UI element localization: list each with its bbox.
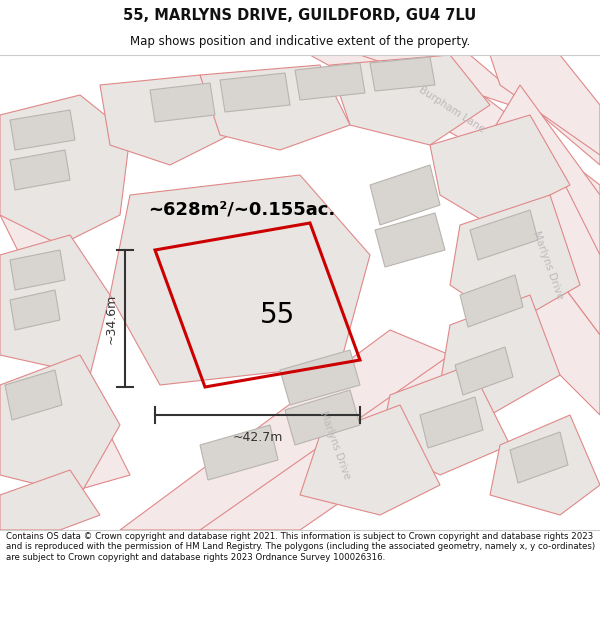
Polygon shape [200, 425, 278, 480]
Polygon shape [0, 235, 110, 375]
Polygon shape [300, 405, 440, 515]
Polygon shape [460, 275, 523, 327]
Polygon shape [120, 330, 450, 530]
Text: Marlyns Drive: Marlyns Drive [318, 409, 352, 481]
Polygon shape [430, 115, 570, 225]
Text: 55: 55 [260, 301, 295, 329]
Polygon shape [450, 195, 580, 325]
Polygon shape [455, 347, 513, 395]
Polygon shape [330, 55, 490, 145]
Polygon shape [380, 365, 510, 475]
Polygon shape [100, 75, 230, 165]
Polygon shape [10, 110, 75, 150]
Text: ~42.7m: ~42.7m [232, 431, 283, 444]
Text: Marlyns Drive: Marlyns Drive [531, 229, 565, 301]
Polygon shape [150, 83, 215, 122]
Polygon shape [0, 285, 90, 345]
Polygon shape [5, 370, 62, 420]
Text: ~34.6m: ~34.6m [104, 293, 118, 344]
Polygon shape [370, 165, 440, 225]
Polygon shape [110, 175, 370, 385]
Text: Burpham Lane: Burpham Lane [418, 85, 487, 135]
Polygon shape [0, 95, 130, 245]
Polygon shape [470, 210, 538, 260]
Polygon shape [10, 150, 70, 190]
Text: Map shows position and indicative extent of the property.: Map shows position and indicative extent… [130, 35, 470, 48]
Polygon shape [200, 355, 510, 530]
Polygon shape [0, 195, 80, 255]
Polygon shape [370, 57, 435, 91]
Text: ~628m²/~0.155ac.: ~628m²/~0.155ac. [148, 201, 335, 219]
Text: 55, MARLYNS DRIVE, GUILDFORD, GU4 7LU: 55, MARLYNS DRIVE, GUILDFORD, GU4 7LU [124, 8, 476, 23]
Polygon shape [285, 390, 360, 445]
Polygon shape [220, 73, 290, 112]
Polygon shape [310, 55, 600, 215]
Polygon shape [10, 250, 65, 290]
Polygon shape [295, 63, 365, 100]
Polygon shape [0, 355, 120, 495]
Polygon shape [280, 350, 360, 405]
Polygon shape [490, 415, 600, 515]
Polygon shape [480, 215, 600, 415]
Polygon shape [440, 295, 560, 415]
Text: Contains OS data © Crown copyright and database right 2021. This information is : Contains OS data © Crown copyright and d… [6, 532, 595, 562]
Polygon shape [10, 290, 60, 330]
Polygon shape [375, 213, 445, 267]
Polygon shape [490, 85, 600, 255]
Polygon shape [200, 65, 350, 150]
Polygon shape [420, 397, 483, 448]
Polygon shape [40, 435, 130, 495]
Polygon shape [0, 370, 100, 430]
Polygon shape [0, 470, 100, 530]
Polygon shape [510, 135, 600, 335]
Polygon shape [360, 55, 600, 165]
Polygon shape [490, 55, 600, 155]
Polygon shape [510, 432, 568, 483]
